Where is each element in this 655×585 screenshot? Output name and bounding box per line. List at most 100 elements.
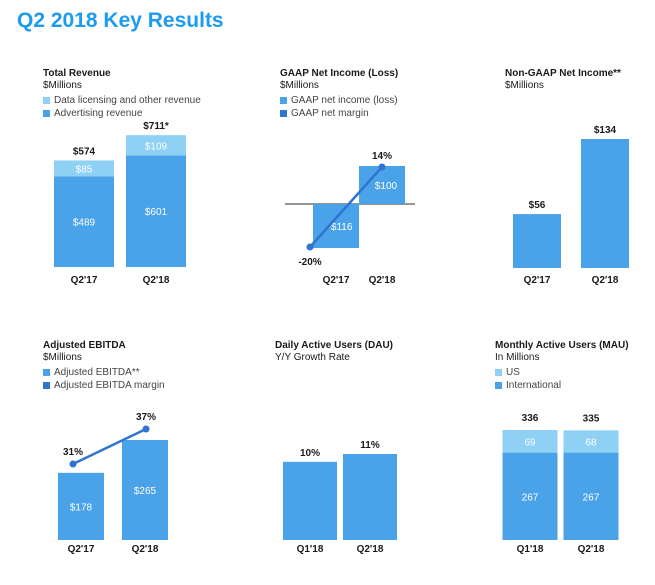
panel-total-revenue: Total Revenue $Millions Data licensing a…: [43, 68, 253, 313]
legend-swatch: [43, 369, 50, 376]
legend-swatch: [43, 97, 50, 104]
bar: [343, 454, 397, 540]
margin-label: -20%: [298, 257, 321, 268]
total-label: $574: [73, 146, 96, 157]
x-tick-label: Q2'18: [578, 544, 605, 555]
x-tick-label: Q2'18: [132, 544, 159, 555]
x-tick-label: Q2'18: [143, 275, 170, 286]
legend-swatch: [495, 369, 502, 376]
data-label: 11%: [360, 440, 380, 451]
bar-segment: [502, 452, 558, 540]
panel-subtitle: $Millions: [43, 80, 82, 91]
legend-item: US: [495, 366, 561, 379]
legend-label: Adjusted EBITDA margin: [54, 380, 165, 391]
panel-subtitle: In Millions: [495, 352, 540, 363]
panel-subtitle: $Millions: [505, 80, 544, 91]
bar: [58, 472, 104, 540]
chart-non-gaap-net-income: $56 Q2'17 $134 Q2'18: [513, 125, 629, 286]
data-label: $178: [70, 502, 93, 513]
legend-label: US: [506, 367, 520, 378]
margin-label: 37%: [136, 412, 156, 423]
legend: US International: [495, 366, 561, 392]
data-label: 10%: [300, 448, 320, 459]
chart-mau: 267 69 336 Q1'18 267 68 335 Q2'18: [502, 413, 619, 555]
data-label: $56: [529, 200, 546, 211]
margin-line: [72, 427, 147, 466]
panel-subtitle: $Millions: [280, 80, 319, 91]
panel-title: Daily Active Users (DAU): [275, 340, 394, 351]
legend-item: GAAP net income (loss): [280, 94, 398, 107]
data-label: 68: [585, 437, 597, 448]
panel-title: Adjusted EBITDA: [43, 340, 126, 351]
legend-label: Data licensing and other revenue: [54, 95, 201, 106]
margin-line: [309, 166, 383, 248]
chart-adjusted-ebitda: $178 Q2'17 $265 Q2'18 31% 37%: [58, 412, 168, 555]
bar-segment: [54, 176, 114, 267]
legend-swatch: [495, 382, 502, 389]
panel-gaap-net-income: GAAP Net Income (Loss) $Millions GAAP ne…: [280, 68, 490, 313]
chart-gaap-net-income: -$116 Q2'17 $100 Q2'18 -20% 14%: [285, 151, 415, 286]
bar: [313, 204, 359, 248]
data-label: 69: [524, 437, 536, 448]
data-label: $489: [73, 218, 96, 229]
panel-dau: Daily Active Users (DAU) Y/Y Growth Rate…: [275, 340, 485, 585]
panel-adjusted-ebitda: Adjusted EBITDA $Millions Adjusted EBITD…: [43, 340, 253, 585]
legend-swatch: [280, 97, 287, 104]
bar-segment: [563, 430, 619, 453]
x-tick-label: Q1'18: [517, 544, 544, 555]
legend: Data licensing and other revenue Adverti…: [43, 94, 201, 120]
x-tick-label: Q2'17: [71, 275, 98, 286]
margin-label: 14%: [372, 151, 392, 162]
bar: [581, 139, 629, 268]
panel-title: Monthly Active Users (MAU): [495, 340, 629, 351]
panel-title: GAAP Net Income (Loss): [280, 68, 399, 79]
legend-item: Adjusted EBITDA**: [43, 366, 165, 379]
data-label: $134: [594, 125, 617, 136]
legend-label: Advertising revenue: [54, 108, 143, 119]
legend-item: Advertising revenue: [43, 107, 201, 120]
margin-point: [142, 425, 150, 433]
bar-segment: [563, 452, 619, 540]
data-label: 267: [583, 492, 600, 503]
bar-segment: [126, 155, 186, 267]
x-tick-label: Q2'18: [592, 275, 619, 286]
panel-title: Non-GAAP Net Income**: [505, 68, 621, 79]
legend-swatch: [280, 110, 287, 117]
legend-label: Adjusted EBITDA**: [54, 367, 140, 378]
page-title: Q2 2018 Key Results: [17, 9, 224, 32]
data-label: $109: [145, 141, 168, 152]
x-tick-label: Q2'17: [323, 275, 350, 286]
legend-item: GAAP net margin: [280, 107, 398, 120]
total-label: 335: [583, 413, 600, 424]
bar-segment: [126, 135, 186, 156]
legend-label: GAAP net income (loss): [291, 95, 398, 106]
bar: [513, 214, 561, 268]
data-label: $601: [145, 207, 168, 218]
panel-subtitle: Y/Y Growth Rate: [275, 352, 350, 363]
x-tick-label: Q2'17: [68, 544, 95, 555]
data-label: $265: [134, 486, 157, 497]
legend-label: GAAP net margin: [291, 108, 369, 119]
data-label: $100: [375, 181, 398, 192]
x-tick-label: Q2'17: [524, 275, 551, 286]
data-label: -$116: [328, 222, 353, 233]
legend-swatch: [43, 382, 50, 389]
panel-subtitle: $Millions: [43, 352, 82, 363]
legend-item: International: [495, 379, 561, 392]
margin-label: 31%: [63, 447, 83, 458]
panel-title: Total Revenue: [43, 68, 111, 79]
legend-swatch: [43, 110, 50, 117]
margin-point: [306, 243, 314, 251]
x-tick-label: Q1'18: [297, 544, 324, 555]
panel-mau: Monthly Active Users (MAU) In Millions U…: [495, 340, 655, 585]
x-tick-label: Q2'18: [369, 275, 396, 286]
total-label: 336: [522, 413, 539, 424]
data-label: 267: [522, 492, 539, 503]
bar-segment: [502, 430, 558, 453]
legend-label: International: [506, 380, 562, 391]
chart-dau: 10% Q1'18 11% Q2'18: [283, 440, 397, 555]
bar: [283, 461, 337, 540]
bar-segment: [54, 160, 114, 177]
legend-item: Data licensing and other revenue: [43, 94, 201, 107]
margin-point: [69, 460, 77, 468]
